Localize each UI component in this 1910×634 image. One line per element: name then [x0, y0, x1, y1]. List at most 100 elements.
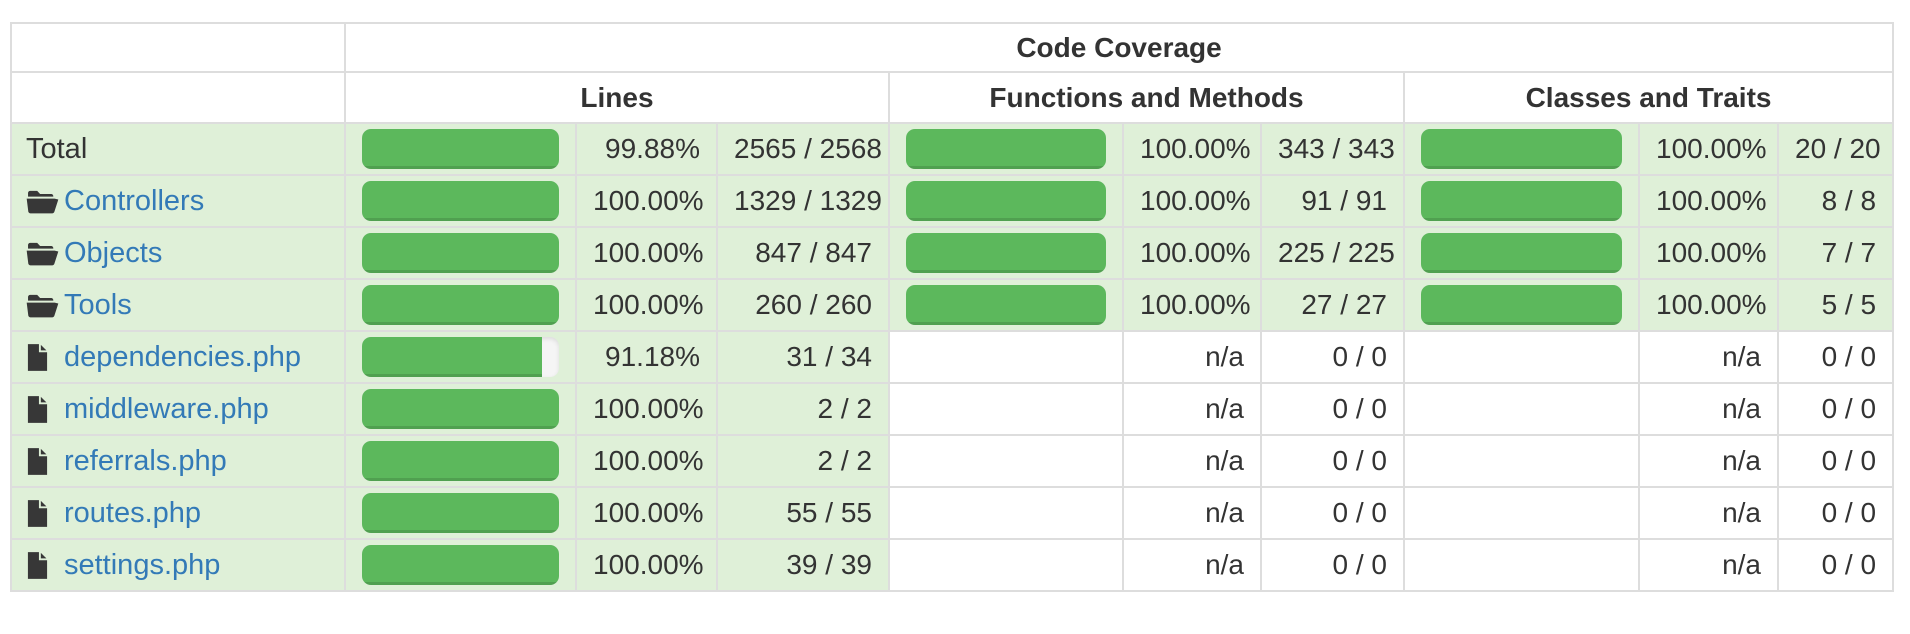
functions-percent: n/a [1122, 538, 1262, 592]
classes-percent: n/a [1638, 486, 1779, 540]
table-row: referrals.php 100.00% 2 / 2 n/a 0 / 0 n/a 0 / … [10, 434, 1895, 488]
classes-bar-cell [1403, 486, 1640, 540]
lines-ratio: 55 / 55 [716, 486, 890, 540]
classes-percent: n/a [1638, 538, 1779, 592]
functions-progress-bar [906, 129, 1106, 169]
table-row: Controllers 100.00% 1329 / 1329 100.00% 91 /… [10, 174, 1895, 228]
lines-progress-bar [362, 493, 559, 533]
functions-progress-track [906, 285, 1106, 325]
item-link[interactable]: Tools [64, 288, 132, 321]
item-name-cell: Controllers [10, 174, 346, 228]
functions-ratio: 225 / 225 [1260, 226, 1405, 280]
item-name-cell: routes.php [10, 486, 346, 540]
item-name-cell: Tools [10, 278, 346, 332]
item-link[interactable]: routes.php [64, 496, 202, 529]
lines-progress-bar [362, 285, 559, 325]
item-link[interactable]: referrals.php [64, 444, 227, 477]
lines-bar-cell [344, 382, 577, 436]
lines-progress-track [362, 337, 559, 377]
table-row: middleware.php 100.00% 2 / 2 n/a 0 / 0 n/a 0 /… [10, 382, 1895, 436]
lines-ratio: 1329 / 1329 [716, 174, 890, 228]
functions-bar-cell [888, 538, 1124, 592]
item-link[interactable]: middleware.php [64, 392, 269, 425]
functions-bar-cell [888, 174, 1124, 228]
functions-percent: 100.00% [1122, 122, 1262, 176]
item-name-wrap: Tools [26, 289, 328, 322]
column-group-functions: Functions and Methods [888, 71, 1405, 124]
item-name-wrap: Total [26, 133, 328, 166]
classes-progress-bar [1421, 233, 1622, 273]
classes-bar-cell [1403, 122, 1640, 176]
item-link[interactable]: dependencies.php [64, 340, 302, 373]
table-row: Objects 100.00% 847 / 847 100.00% 225 / 225 1… [10, 226, 1895, 280]
functions-progress-bar [906, 285, 1106, 325]
item-name-wrap: referrals.php [26, 445, 328, 478]
classes-ratio: 5 / 5 [1776, 278, 1895, 332]
folder-open-icon-box [26, 292, 64, 319]
file-icon-box [26, 343, 64, 372]
functions-percent: 100.00% [1122, 278, 1262, 332]
functions-ratio: 0 / 0 [1260, 434, 1405, 488]
lines-bar-cell [344, 486, 577, 540]
table-title-row: Code Coverage [10, 22, 1895, 73]
classes-percent: n/a [1638, 330, 1779, 384]
lines-percent: 100.00% [575, 278, 718, 332]
functions-percent: n/a [1122, 330, 1262, 384]
file-icon-box [26, 499, 64, 528]
lines-bar-cell [344, 122, 577, 176]
classes-ratio: 0 / 0 [1776, 538, 1895, 592]
functions-bar-cell [888, 434, 1124, 488]
functions-progress-bar [906, 233, 1106, 273]
functions-percent: n/a [1122, 382, 1262, 436]
classes-percent: 100.00% [1638, 278, 1779, 332]
functions-progress-track [906, 181, 1106, 221]
file-icon [27, 343, 48, 371]
lines-bar-cell [344, 174, 577, 228]
classes-ratio: 0 / 0 [1776, 434, 1895, 488]
lines-progress-track [362, 545, 559, 585]
lines-percent: 100.00% [575, 226, 718, 280]
lines-percent: 99.88% [575, 122, 718, 176]
lines-progress-track [362, 181, 559, 221]
lines-progress-bar [362, 337, 542, 377]
functions-progress-track [906, 129, 1106, 169]
item-link[interactable]: settings.php [64, 548, 221, 581]
lines-ratio: 31 / 34 [716, 330, 890, 384]
functions-percent: 100.00% [1122, 226, 1262, 280]
item-name-wrap: middleware.php [26, 393, 328, 426]
lines-percent: 91.18% [575, 330, 718, 384]
functions-ratio: 91 / 91 [1260, 174, 1405, 228]
lines-percent: 100.00% [575, 174, 718, 228]
item-link[interactable]: Controllers [64, 184, 205, 217]
lines-progress-bar [362, 129, 559, 169]
lines-progress-track [362, 285, 559, 325]
classes-progress-track [1421, 233, 1622, 273]
column-group-row: Lines Functions and Methods Classes and … [10, 71, 1895, 124]
functions-ratio: 343 / 343 [1260, 122, 1405, 176]
lines-bar-cell [344, 226, 577, 280]
lines-progress-bar [362, 441, 559, 481]
lines-progress-track [362, 441, 559, 481]
folder-open-icon-box [26, 188, 64, 215]
lines-bar-cell [344, 434, 577, 488]
classes-bar-cell [1403, 538, 1640, 592]
corner-empty-cell-2 [10, 71, 346, 124]
functions-ratio: 0 / 0 [1260, 330, 1405, 384]
item-name-cell: Total [10, 122, 346, 176]
classes-percent: n/a [1638, 434, 1779, 488]
folder-open-icon [26, 294, 59, 317]
lines-percent: 100.00% [575, 538, 718, 592]
lines-percent: 100.00% [575, 434, 718, 488]
file-icon [27, 499, 48, 527]
item-name-cell: middleware.php [10, 382, 346, 436]
functions-progress-track [906, 233, 1106, 273]
classes-ratio: 0 / 0 [1776, 330, 1895, 384]
corner-empty-cell [10, 22, 346, 73]
functions-progress-bar [906, 181, 1106, 221]
lines-progress-track [362, 389, 559, 429]
item-name-cell: Objects [10, 226, 346, 280]
folder-open-icon [26, 242, 59, 265]
item-link[interactable]: Objects [64, 236, 163, 269]
item-name-cell: dependencies.php [10, 330, 346, 384]
lines-progress-track [362, 493, 559, 533]
